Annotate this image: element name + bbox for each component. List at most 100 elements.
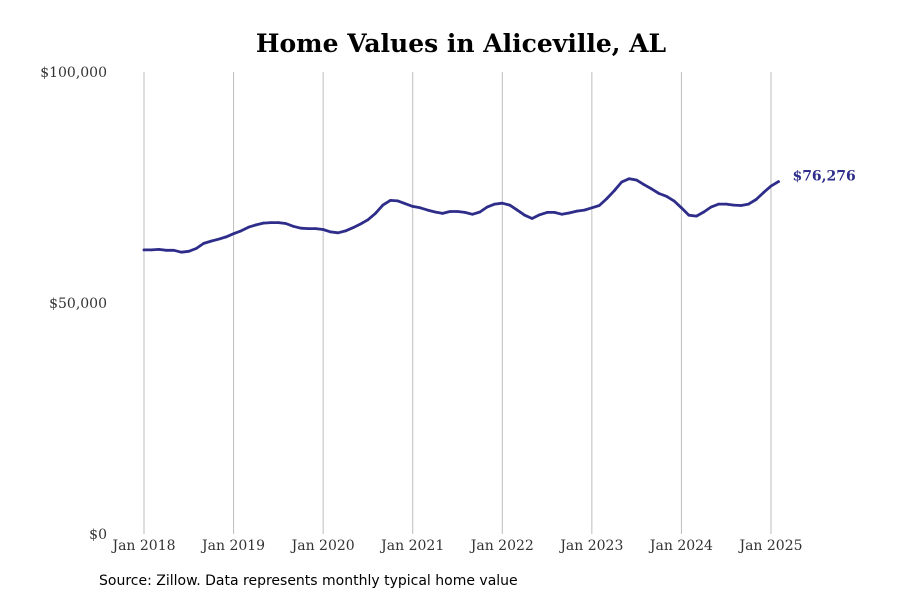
data-point bbox=[739, 204, 743, 207]
data-point bbox=[590, 206, 594, 210]
data-point bbox=[747, 202, 750, 206]
data-point bbox=[732, 203, 735, 207]
data-point bbox=[605, 197, 609, 200]
data-point bbox=[471, 213, 474, 216]
x-tick-label: Jan 2018 bbox=[110, 538, 175, 554]
data-point bbox=[157, 248, 161, 251]
data-point bbox=[254, 223, 258, 227]
data-point bbox=[501, 201, 504, 205]
data-point bbox=[754, 198, 758, 201]
x-tick-label: Jan 2024 bbox=[648, 538, 713, 554]
data-point bbox=[769, 184, 773, 188]
y-tick-label: $0 bbox=[89, 527, 107, 543]
data-point bbox=[575, 209, 579, 213]
data-point bbox=[560, 213, 564, 216]
y-tick-label: $100,000 bbox=[40, 65, 107, 81]
data-point bbox=[635, 178, 638, 182]
data-point bbox=[433, 210, 437, 214]
data-point bbox=[762, 191, 765, 194]
data-point bbox=[724, 202, 728, 206]
source-note: Source: Zillow. Data represents monthly … bbox=[99, 573, 518, 589]
data-point bbox=[187, 250, 191, 253]
data-point bbox=[695, 214, 698, 218]
data-point bbox=[777, 180, 780, 183]
data-point bbox=[202, 242, 205, 245]
data-point bbox=[396, 199, 400, 203]
data-point bbox=[239, 229, 243, 233]
series-line bbox=[142, 177, 780, 254]
data-point bbox=[530, 217, 534, 220]
x-tick-label: Jan 2022 bbox=[469, 538, 534, 554]
x-axis-ticks: Jan 2018 Jan 2019 Jan 2020 Jan 2021 Jan 2022… bbox=[110, 538, 802, 554]
data-point bbox=[702, 210, 706, 214]
data-point bbox=[665, 195, 668, 198]
data-point bbox=[620, 180, 623, 184]
data-point bbox=[583, 208, 586, 212]
series-layer: $76,276 bbox=[142, 169, 856, 254]
data-point bbox=[232, 232, 235, 235]
data-point bbox=[710, 205, 713, 209]
data-point bbox=[292, 225, 295, 228]
data-point bbox=[523, 213, 526, 217]
data-point bbox=[545, 211, 549, 214]
x-tick-label: Jan 2023 bbox=[558, 538, 623, 554]
end-value-label: $76,276 bbox=[792, 169, 855, 185]
data-point bbox=[613, 189, 616, 192]
data-point bbox=[344, 229, 347, 233]
data-point bbox=[165, 249, 168, 252]
data-point bbox=[598, 204, 601, 207]
data-point bbox=[194, 247, 198, 250]
data-point bbox=[172, 249, 176, 252]
data-point bbox=[672, 199, 676, 203]
data-point bbox=[418, 206, 422, 210]
data-point bbox=[366, 218, 370, 222]
data-point bbox=[224, 235, 228, 239]
data-point bbox=[441, 212, 444, 215]
data-point bbox=[180, 250, 183, 254]
data-point bbox=[321, 228, 325, 231]
chart-title: Home Values in Aliceville, AL bbox=[256, 29, 667, 58]
data-point bbox=[456, 210, 459, 213]
data-point bbox=[351, 226, 355, 229]
data-point bbox=[142, 248, 146, 252]
data-point bbox=[374, 212, 377, 215]
y-tick-label: $50,000 bbox=[49, 296, 107, 312]
data-point bbox=[568, 211, 571, 215]
data-point bbox=[306, 227, 310, 230]
data-point bbox=[538, 213, 541, 217]
data-point bbox=[426, 208, 429, 212]
data-point bbox=[404, 202, 407, 205]
data-point bbox=[209, 239, 213, 243]
data-point bbox=[486, 205, 489, 209]
data-point bbox=[336, 231, 340, 235]
data-point bbox=[389, 199, 392, 202]
data-point bbox=[329, 230, 332, 234]
data-point bbox=[284, 222, 288, 225]
data-point bbox=[627, 177, 631, 180]
data-point bbox=[150, 248, 153, 252]
data-point bbox=[642, 183, 646, 186]
data-point bbox=[463, 211, 467, 214]
data-point bbox=[262, 221, 265, 225]
data-point bbox=[680, 206, 683, 210]
data-point bbox=[657, 192, 661, 195]
data-point bbox=[314, 227, 318, 230]
data-point bbox=[217, 237, 220, 241]
data-point bbox=[448, 210, 452, 213]
line-chart: Home Values in Aliceville, AL $0$50,000$… bbox=[40, 29, 856, 554]
x-tick-label: Jan 2019 bbox=[200, 538, 265, 554]
data-point bbox=[493, 202, 497, 206]
gridlines bbox=[143, 72, 772, 534]
data-point bbox=[359, 222, 362, 226]
data-point bbox=[247, 225, 250, 229]
y-axis-ticks: $0 $50,000 $100,000 bbox=[40, 65, 107, 543]
data-point bbox=[411, 205, 415, 208]
data-point bbox=[277, 221, 280, 224]
x-tick-label: Jan 2021 bbox=[379, 538, 444, 554]
data-point bbox=[687, 213, 691, 217]
data-point bbox=[553, 211, 556, 214]
data-point bbox=[269, 221, 273, 224]
data-point bbox=[299, 226, 303, 230]
data-point bbox=[478, 210, 482, 214]
data-point bbox=[515, 208, 519, 212]
